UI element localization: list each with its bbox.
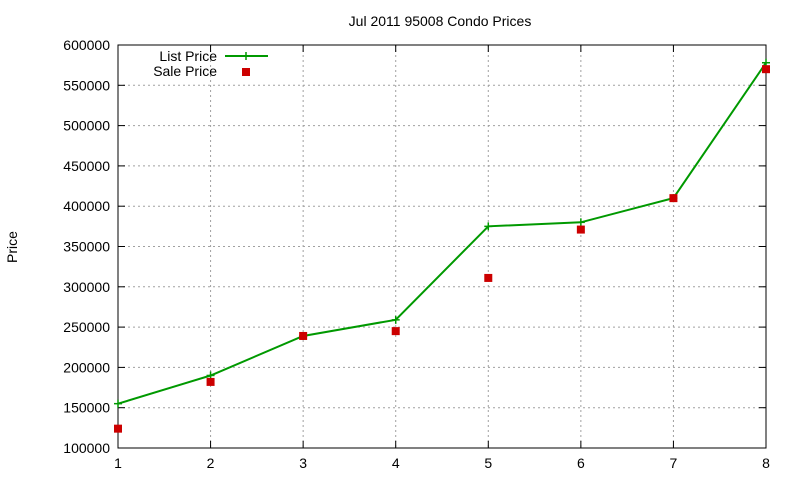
sale-price-point (484, 273, 493, 282)
series-layer (114, 58, 770, 433)
list-price-point (576, 218, 585, 227)
y-tick-label: 550000 (63, 77, 110, 93)
sale-price-point (299, 331, 308, 340)
x-tick-label: 6 (577, 455, 585, 471)
y-tick-label: 100000 (63, 440, 110, 456)
list-price-line (117, 62, 767, 405)
list-price-point (484, 222, 493, 231)
x-tick-label: 7 (670, 455, 678, 471)
y-tick-label: 500000 (63, 118, 110, 134)
chart-title: Jul 2011 95008 Condo Prices (349, 13, 532, 29)
x-tick-label: 4 (392, 455, 400, 471)
x-tick-label: 8 (762, 455, 770, 471)
x-tick-label: 5 (484, 455, 492, 471)
x-tick-label: 1 (114, 455, 122, 471)
y-tick-label: 400000 (63, 198, 110, 214)
list-price-point (391, 315, 400, 324)
y-axis-label: Price (4, 231, 20, 263)
y-tick-label: 450000 (63, 158, 110, 174)
sale-price-point (114, 424, 122, 433)
y-tick-label: 200000 (63, 359, 110, 375)
sale-price-point (391, 327, 400, 336)
y-tick-label: 150000 (63, 400, 110, 416)
legend-label-sale-price: Sale Price (153, 63, 217, 79)
legend-marker-list-price (242, 52, 250, 60)
grid (118, 45, 766, 448)
x-tick-label: 2 (207, 455, 215, 471)
sale-price-point (762, 65, 770, 74)
y-tick-label: 350000 (63, 239, 110, 255)
legend-marker-sale-price (242, 68, 250, 76)
x-tick-label: 3 (299, 455, 307, 471)
sale-price-point (206, 377, 215, 386)
y-tick-label: 300000 (63, 279, 110, 295)
sale-price-point (576, 225, 585, 234)
axis-ticks: 100000 150000 200000 250000 300000 350000 4000… (63, 37, 770, 471)
list-price-point (114, 399, 122, 408)
legend-label-list-price: List Price (159, 48, 217, 64)
y-tick-label: 250000 (63, 319, 110, 335)
sale-price-point (669, 194, 678, 203)
y-tick-label: 600000 (63, 37, 110, 53)
